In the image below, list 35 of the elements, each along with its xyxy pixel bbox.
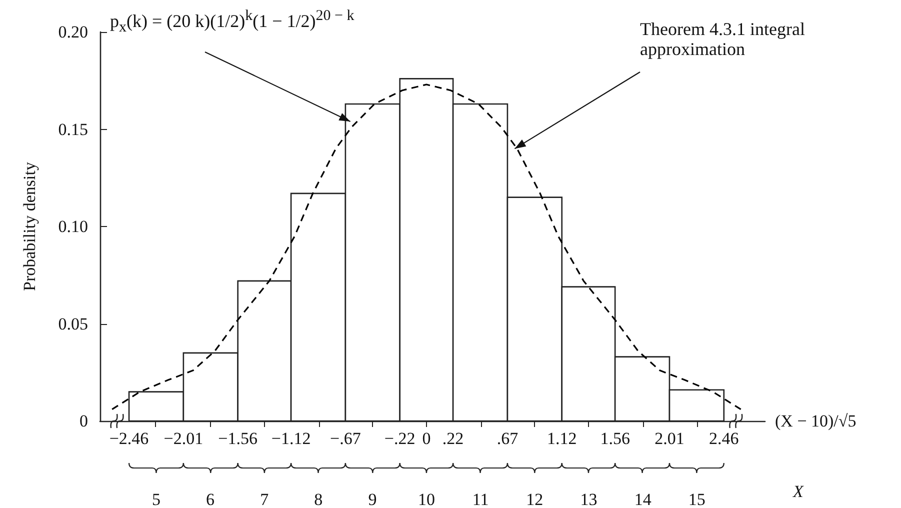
y-tick-label: 0.15 (58, 120, 88, 139)
y-axis-title: Probability density (20, 162, 39, 291)
x-tick-label: 2.01 (654, 429, 684, 448)
annotation: p$_{x}$(k) = (20 k)(1/2)$^{k}$(1 − 1/2)$^{20 − k}$ (110, 8, 354, 36)
x2-axis-title: X (792, 482, 804, 501)
x-axis-title: (X − 10)/√5 (775, 412, 856, 430)
y-tick-label: 0.20 (58, 22, 88, 42)
x2-tick-label: 13 (580, 490, 598, 508)
x2-tick-label: 7 (260, 490, 270, 508)
y-tick-label: 0 (80, 412, 88, 430)
x2-tick-label: 12 (526, 490, 544, 508)
x-tick-label: −1.56 (218, 429, 258, 448)
x-tick-label: −.67 (330, 429, 362, 448)
x2-tick-label: 8 (314, 490, 323, 508)
x-tick-label: .22 (442, 429, 464, 448)
y-tick-label: 0.10 (58, 217, 88, 236)
x-tick-label: 2.46 (709, 429, 739, 448)
x-tick-label: .67 (496, 429, 519, 448)
x-tick-label: −2.01 (164, 429, 204, 448)
x-tick-label: 1.12 (547, 429, 577, 448)
x-tick-label: −2.46 (109, 429, 149, 448)
x-tick-label: 1.56 (600, 429, 630, 448)
x2-tick-label: 14 (634, 490, 652, 508)
x2-tick-label: 10 (418, 490, 436, 508)
y-tick-label: 0.05 (58, 314, 88, 334)
annotation: Theorem 4.3.1 integral approximation (640, 19, 806, 60)
x2-tick-label: 9 (368, 490, 377, 508)
x2-tick-label: 6 (206, 490, 215, 508)
x-tick-label: 0 (422, 429, 431, 448)
x2-tick-label: 11 (472, 490, 489, 508)
x2-tick-label: 15 (688, 490, 706, 508)
x-tick-label: −1.12 (271, 429, 311, 448)
x2-tick-label: 5 (152, 490, 160, 508)
line-series (111, 84, 742, 410)
x-tick-label: −.22 (384, 429, 416, 448)
